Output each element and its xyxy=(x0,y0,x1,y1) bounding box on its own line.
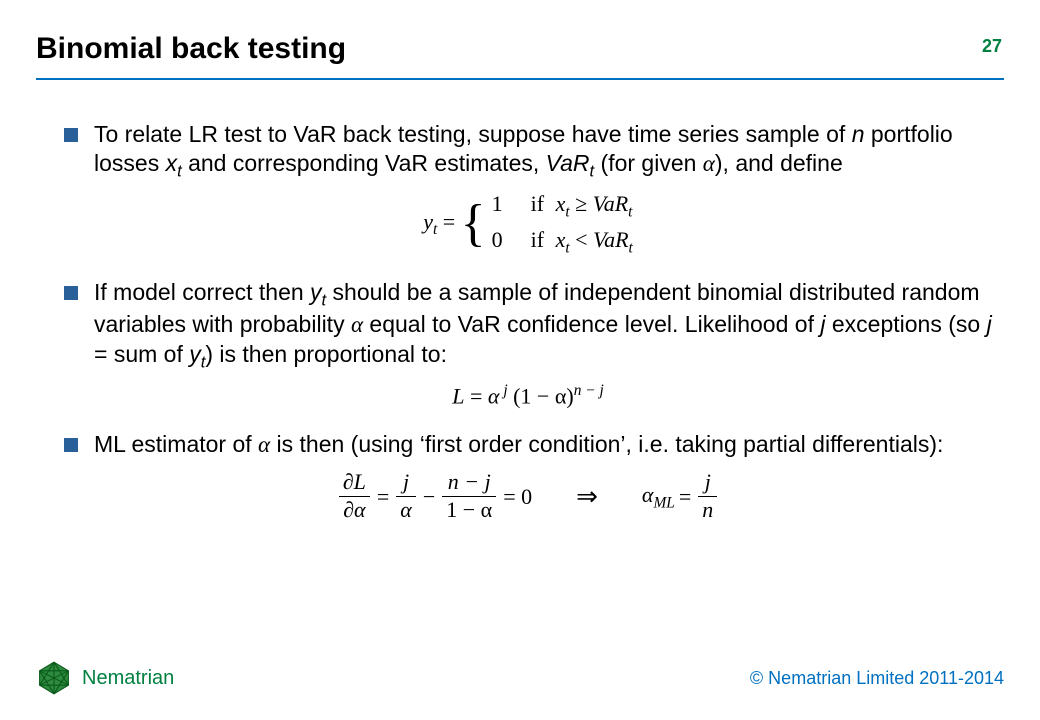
nematrian-logo-icon xyxy=(36,660,72,696)
equation-1: yt = { 1if xt ≥ VaRt 0if xt < VaRt xyxy=(64,188,992,259)
title-bar: Binomial back testing 27 xyxy=(36,32,1004,66)
title-underline xyxy=(36,78,1004,80)
equation-3: ∂L ∂α = j α − n − j 1 − α = 0 ⇒ αML = xyxy=(64,465,992,521)
copyright-text: © Nematrian Limited 2011-2014 xyxy=(750,668,1004,689)
bullet-3-text: ML estimator of α is then (using ‘first … xyxy=(94,430,943,459)
bullet-1-text: To relate LR test to VaR back testing, s… xyxy=(94,120,992,182)
bullet-marker-icon xyxy=(64,438,78,452)
slide-title: Binomial back testing xyxy=(36,32,346,65)
bullet-2: If model correct then yt should be a sam… xyxy=(64,278,992,373)
content-area: To relate LR test to VaR back testing, s… xyxy=(64,120,992,540)
bullet-1: To relate LR test to VaR back testing, s… xyxy=(64,120,992,182)
bullet-3: ML estimator of α is then (using ‘first … xyxy=(64,430,992,459)
bullet-marker-icon xyxy=(64,128,78,142)
footer: Nematrian © Nematrian Limited 2011-2014 xyxy=(36,660,1004,696)
page-number: 27 xyxy=(982,36,1002,57)
footer-left: Nematrian xyxy=(36,660,174,696)
bullet-2-text: If model correct then yt should be a sam… xyxy=(94,278,992,373)
bullet-marker-icon xyxy=(64,286,78,300)
brand-name: Nematrian xyxy=(82,667,174,690)
equation-2: L = α j (1 − α)n − j xyxy=(64,379,992,412)
